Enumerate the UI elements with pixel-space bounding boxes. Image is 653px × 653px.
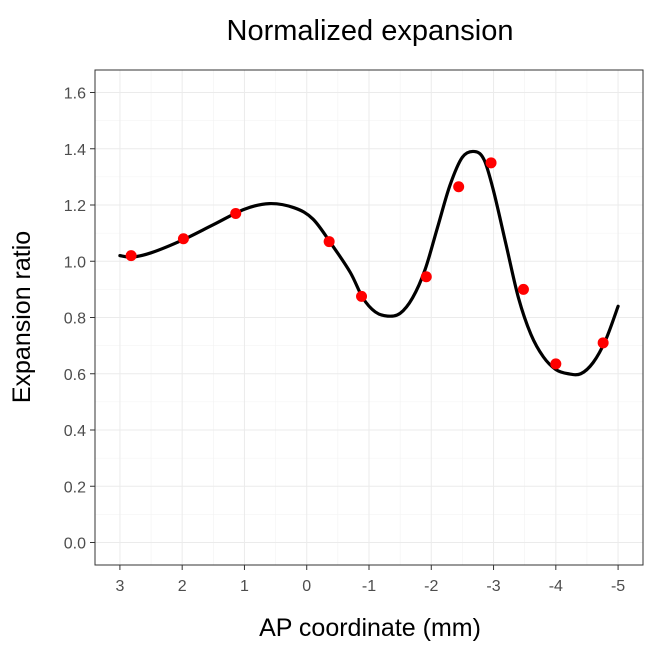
y-tick-label: 0.8 — [64, 311, 86, 328]
data-point — [517, 283, 529, 295]
x-tick-label: -2 — [424, 578, 438, 595]
data-point — [420, 271, 432, 283]
x-tick-label: -4 — [549, 578, 563, 595]
y-tick-label: 0.2 — [64, 479, 86, 496]
y-tick-label: 1.2 — [64, 198, 86, 215]
x-tick-label: 1 — [240, 578, 249, 595]
y-axis-title: Expansion ratio — [8, 231, 36, 403]
data-point — [323, 236, 335, 248]
y-tick-label: 1.6 — [64, 86, 86, 103]
data-point — [125, 250, 137, 262]
y-tick-label: 0.4 — [64, 423, 86, 440]
y-tick-label: 1.0 — [64, 254, 86, 271]
y-tick-label: 0.0 — [64, 536, 86, 553]
data-point — [453, 181, 465, 193]
x-axis-title: AP coordinate (mm) — [259, 614, 481, 642]
x-tick-label: -3 — [486, 578, 500, 595]
data-point — [177, 233, 189, 245]
data-points-layer — [125, 157, 609, 370]
plot-panel — [94, 69, 644, 566]
x-tick-label: -1 — [362, 578, 376, 595]
x-axis: 3 2 1 0 -1 -2 -3 -4 -5 — [115, 565, 625, 595]
data-point — [597, 337, 609, 349]
grid-lines — [95, 70, 643, 565]
data-point — [550, 358, 562, 370]
data-point — [230, 207, 242, 219]
chart-title: Normalized expansion — [227, 15, 514, 47]
x-tick-label: 3 — [115, 578, 124, 595]
x-tick-label: -5 — [611, 578, 625, 595]
data-point — [356, 290, 368, 302]
y-tick-label: 1.4 — [64, 142, 86, 159]
x-tick-label: 2 — [178, 578, 187, 595]
y-axis: 0.0 0.2 0.4 0.6 0.8 1.0 1.2 1.4 1.6 — [64, 86, 95, 553]
data-point — [485, 157, 497, 169]
x-tick-label: 0 — [302, 578, 311, 595]
y-tick-label: 0.6 — [64, 367, 86, 384]
